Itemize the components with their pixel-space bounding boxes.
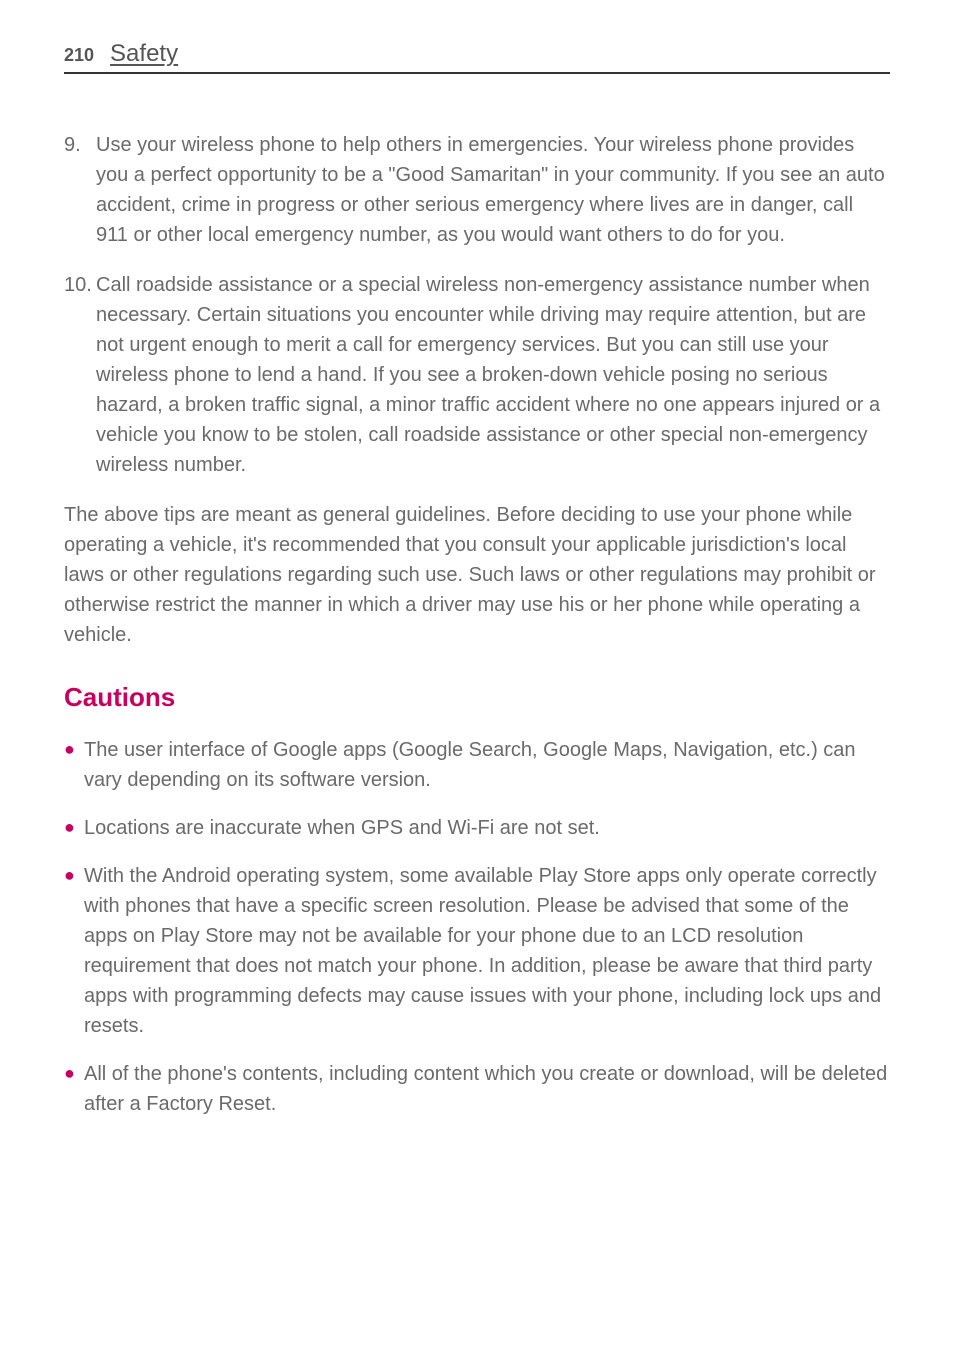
bullet-text: The user interface of Google apps (Googl… [84,735,890,795]
paragraph: The above tips are meant as general guid… [64,500,890,650]
section-title: Safety [110,40,178,68]
bullet-item: ● The user interface of Google apps (Goo… [64,735,890,795]
item-number: 10. [64,270,96,480]
page-header: 210 Safety [64,40,890,74]
bullet-icon: ● [64,861,84,1041]
bullet-item: ● All of the phone's contents, including… [64,1059,890,1119]
page-number: 210 [64,45,94,66]
bullet-icon: ● [64,1059,84,1119]
cautions-heading: Cautions [64,678,890,717]
bullet-item: ● With the Android operating system, som… [64,861,890,1041]
item-text: Use your wireless phone to help others i… [96,130,890,250]
bullet-item: ● Locations are inaccurate when GPS and … [64,813,890,843]
bullet-icon: ● [64,735,84,795]
bullet-text: Locations are inaccurate when GPS and Wi… [84,813,890,843]
bullet-icon: ● [64,813,84,843]
item-number: 9. [64,130,96,250]
item-text: Call roadside assistance or a special wi… [96,270,890,480]
bullet-text: All of the phone's contents, including c… [84,1059,890,1119]
list-item: 10. Call roadside assistance or a specia… [64,270,890,480]
list-item: 9. Use your wireless phone to help other… [64,130,890,250]
bullet-text: With the Android operating system, some … [84,861,890,1041]
page-content: 9. Use your wireless phone to help other… [64,130,890,1119]
